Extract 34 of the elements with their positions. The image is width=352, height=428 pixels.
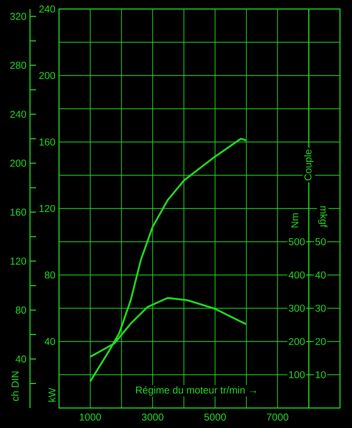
annotation: Couple: [304, 150, 314, 180]
y-tick-label: 120: [40, 204, 56, 212]
y3-tick-label: 320: [10, 12, 26, 20]
y3-tick-label: 160: [10, 208, 26, 216]
x-tick-label: 5000: [204, 414, 226, 421]
annotation: 50: [315, 238, 326, 246]
x-tick-label: 7000: [266, 414, 288, 421]
y3-tick-label: 120: [10, 258, 26, 265]
y2-tick-label: 400: [288, 271, 305, 279]
x-tick-label: 1000: [80, 414, 101, 421]
y2-tick-label: 500: [288, 238, 305, 246]
y3-tick-label: 200: [10, 160, 26, 167]
y2-tick-label: 200: [288, 338, 305, 346]
x-tick-label: 3000: [142, 414, 164, 421]
y-tick-label: 240: [39, 5, 56, 13]
y2-axis-title: Nm: [291, 213, 298, 228]
y-tick-label: 80: [44, 271, 56, 279]
y-tick-label: 200: [39, 72, 56, 80]
y-tick-label: 160: [40, 138, 56, 146]
y3-tick-label: 40: [16, 356, 26, 363]
annotation: mkgf: [318, 206, 328, 228]
y3-tick-label: 280: [10, 62, 26, 69]
y3-tick-label: 240: [10, 110, 26, 118]
y2-tick-label: 100: [289, 371, 305, 378]
annotation: 30: [315, 304, 326, 312]
annotation: 40: [315, 271, 326, 279]
x-axis-title: Régime du moteur tr/min →: [136, 386, 256, 396]
y3-tick-label: 80: [16, 306, 26, 314]
y3-axis-title: ch DIN: [11, 372, 19, 401]
y-axis-title: kW: [48, 388, 56, 402]
y-tick-label: 40: [44, 338, 56, 346]
annotation: 20: [316, 338, 326, 346]
annotation: 10: [316, 371, 326, 378]
y2-tick-label: 300: [288, 304, 305, 312]
